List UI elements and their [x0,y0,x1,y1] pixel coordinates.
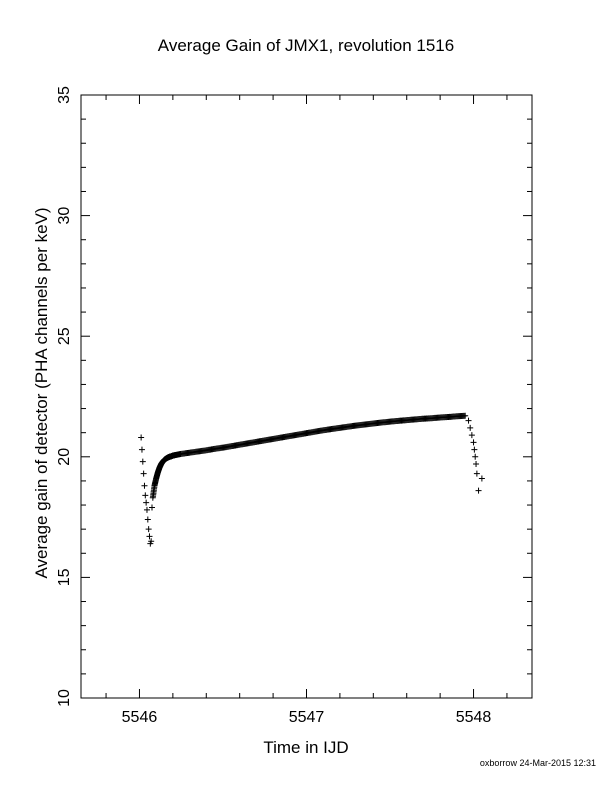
data-point [138,446,145,453]
data-point [141,482,148,489]
data-point [462,412,469,419]
data-point [468,432,475,439]
x-axis-label: Time in IJD [263,738,349,757]
data-point [471,446,478,453]
data-point [142,492,149,499]
data-point [473,461,480,468]
y-tick-label: 10 [56,689,73,707]
data-point [140,470,147,477]
data-point [465,417,472,424]
x-tick-label: 5546 [122,709,158,726]
y-tick-label: 25 [56,327,73,345]
footer-stamp: oxborrow 24-Mar-2015 12:31 [479,758,596,768]
data-point [146,533,153,540]
chart-title: Average Gain of JMX1, revolution 1516 [157,36,455,55]
x-tick-label: 5548 [456,709,492,726]
data-points [138,412,485,547]
y-tick-label: 20 [56,448,73,466]
y-tick-label: 15 [56,568,73,586]
data-point [475,487,482,494]
data-point [148,538,155,545]
tick-labels: 5546 5547 5548 10 15 20 25 30 35 [56,86,491,726]
data-point [148,504,155,511]
data-point [478,475,485,482]
data-point [145,526,152,533]
data-point [139,458,146,465]
y-tick-label: 30 [56,207,73,225]
data-point [473,470,480,477]
data-point [467,424,474,431]
data-point [138,434,145,441]
data-point [144,516,151,523]
x-tick-label: 5547 [289,709,325,726]
y-tick-label: 35 [56,86,73,104]
axis-ticks [81,94,532,699]
data-point [143,506,150,513]
data-point [143,499,150,506]
plot-frame [80,94,533,699]
data-point [472,453,479,460]
data-point [470,439,477,446]
